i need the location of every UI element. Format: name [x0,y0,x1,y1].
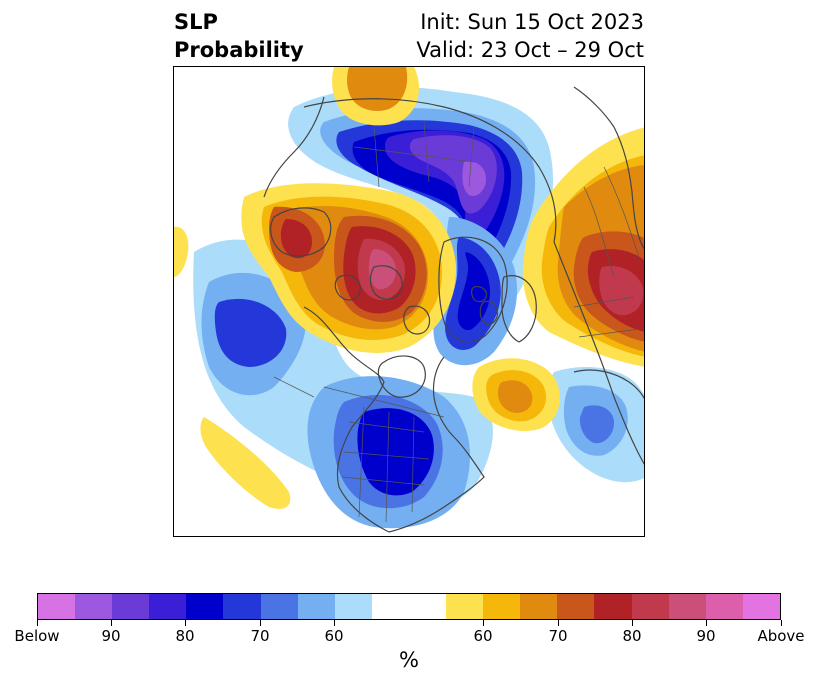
colorbar-cell [483,594,521,619]
colorbar-tick-mark [184,620,186,626]
colorbar [37,593,781,620]
colorbar-cell [371,594,409,619]
map-canvas [174,67,644,536]
colorbar-cell [742,594,780,619]
colorbar-cell [520,594,558,619]
title-variable: SLP [174,10,218,34]
colorbar-cell [260,594,298,619]
probability-map [173,66,645,537]
colorbar-tick-mark [110,620,112,626]
colorbar-cell [297,594,335,619]
init-date: Init: Sun 15 Oct 2023 [420,10,644,34]
colorbar-cell [38,594,76,619]
colorbar-tick-label: Above [757,627,805,645]
above-normal-regions [174,67,644,509]
country-borders [273,121,640,523]
below-normal-regions [193,87,644,529]
colorbar-tick-mark [557,620,559,626]
colorbar-cell [408,594,447,619]
title-right: Init: Sun 15 Oct 2023 Valid: 23 Oct – 29… [416,8,644,64]
colorbar-cell [557,594,595,619]
title-left: SLP Probability [174,8,304,64]
coastlines [263,86,644,533]
colorbar-tick-mark [36,620,38,626]
colorbar-cell [75,594,113,619]
colorbar-tick-label: 80 [622,627,642,645]
colorbar-cell [334,594,372,619]
colorbar-cell [594,594,632,619]
colorbar-cell [186,594,224,619]
colorbar-cell [223,594,261,619]
colorbar-tick-mark [482,620,484,626]
colorbar-tick-label: 70 [548,627,568,645]
valid-range: Valid: 23 Oct – 29 Oct [416,38,644,62]
colorbar-cell [149,594,187,619]
colorbar-cell [631,594,669,619]
colorbar-tick-label: 60 [473,627,493,645]
colorbar-tick-label: 80 [175,627,195,645]
colorbar-tick-label: Below [14,627,60,645]
colorbar-cell [668,594,706,619]
colorbar-tick-label: 70 [250,627,270,645]
title-product: Probability [174,38,304,62]
colorbar-tick-label: 90 [696,627,716,645]
colorbar-cell [446,594,484,619]
colorbar-tick-label: 90 [101,627,121,645]
colorbar-tick-mark [259,620,261,626]
colorbar-tick-mark [333,620,335,626]
colorbar-tick-mark [705,620,707,626]
colorbar-cell [705,594,743,619]
colorbar-tick-label: 60 [324,627,344,645]
colorbar-tick-mark [631,620,633,626]
colorbar-tick-mark [780,620,782,626]
colorbar-cell [112,594,150,619]
colorbar-unit-label: % [399,648,419,672]
